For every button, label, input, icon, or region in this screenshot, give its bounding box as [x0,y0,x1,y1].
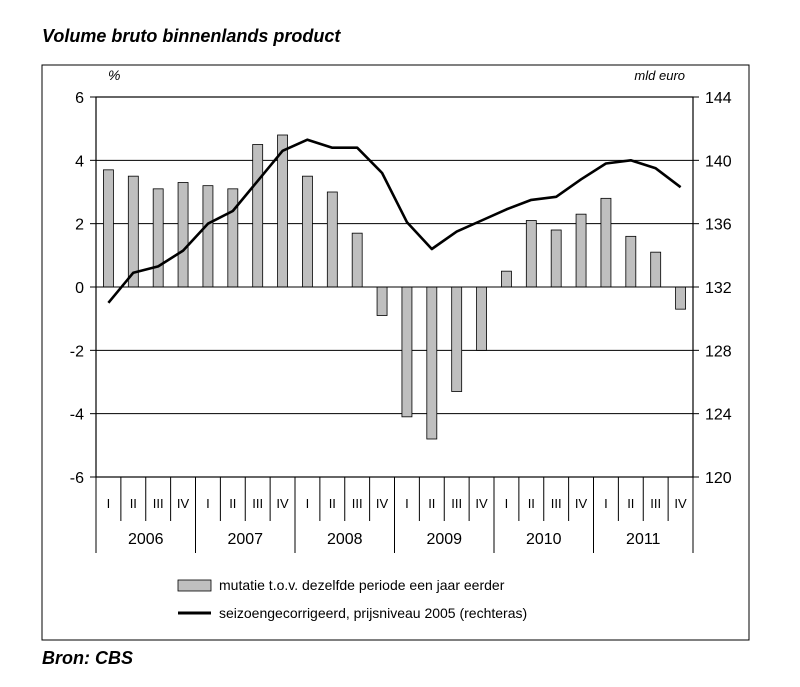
left-tick-label: -4 [70,407,84,424]
quarter-label: IV [575,496,588,511]
left-tick-label: 6 [75,90,84,107]
bar [252,144,264,288]
quarter-label: II [627,496,634,511]
bar [550,229,562,288]
right-axis: 144 140 136 132 128 124 120 [693,90,732,487]
legend-bar-label: mutatie t.o.v. dezelfde periode een jaar… [219,577,505,593]
bar [177,182,189,288]
quarter-label: II [428,496,435,511]
chart-frame [41,64,750,641]
bar [351,232,363,288]
quarter-label: IV [276,496,289,511]
bar [451,286,463,392]
quarter-label: IV [475,496,488,511]
bar [525,220,537,288]
bar [127,175,139,288]
bar [476,286,487,351]
right-tick-label: 132 [705,280,732,297]
right-tick-label: 120 [705,470,732,487]
quarter-label: III [252,496,263,511]
line-series [107,138,682,304]
bar [600,197,612,288]
year-label: 2011 [626,531,661,548]
legend-bar-swatch [177,579,212,592]
left-tick-label: 0 [75,280,84,297]
bar [675,286,686,310]
right-tick-label: 136 [705,217,732,234]
legend: mutatie t.o.v. dezelfde periode een jaar… [177,577,527,621]
quarter-label: III [650,496,661,511]
right-tick-label: 124 [705,407,732,424]
right-axis-unit: mld euro [634,68,685,83]
quarter-label: III [352,496,363,511]
left-axis: 6 4 2 0 -2 -4 -6 [70,90,96,487]
quarter-label: III [451,496,462,511]
bar [426,286,438,440]
quarter-label: IV [376,496,389,511]
bar [575,213,587,288]
quarter-label: II [528,496,535,511]
quarter-label: I [505,496,509,511]
quarter-label: I [306,496,310,511]
series-line [107,138,682,304]
year-label: 2006 [128,531,164,548]
bar [376,286,388,316]
gridlines [96,159,693,415]
year-label: 2009 [426,531,462,548]
x-axis: I II III IV I II III IV I II III IV I II III IV I II III IV… [95,477,694,553]
quarter-label: II [130,496,137,511]
bar [650,251,662,288]
quarter-label: I [206,496,210,511]
right-tick-label: 144 [705,90,732,107]
bar [152,188,164,288]
bar [401,286,413,418]
right-tick-label: 128 [705,343,732,360]
chart-title: Volume bruto binnenlands product [42,26,341,46]
quarter-label: II [229,496,236,511]
year-label: 2010 [526,531,562,548]
chart-source: Bron: CBS [42,648,133,668]
bar [501,270,512,288]
year-label: 2007 [227,531,263,548]
bar [326,191,338,288]
quarter-label: I [107,496,111,511]
bar [103,169,114,288]
left-axis-unit: % [108,67,120,83]
quarter-label: IV [177,496,190,511]
bar [227,188,239,288]
quarter-label: II [329,496,336,511]
left-tick-label: -2 [70,343,84,360]
left-tick-label: 2 [75,217,84,234]
bar [277,134,288,288]
quarter-label: III [153,496,164,511]
quarter-label: III [551,496,562,511]
bar [302,175,313,288]
bar [625,235,637,288]
bar [202,185,214,288]
right-tick-label: 140 [705,153,732,170]
quarter-label: I [604,496,608,511]
quarter-label: I [405,496,409,511]
year-label: 2008 [327,531,363,548]
quarter-label: IV [674,496,687,511]
legend-line-label: seizoengecorrigeerd, prijsniveau 2005 (r… [219,605,527,621]
left-tick-label: -6 [70,470,84,487]
left-tick-label: 4 [75,153,84,170]
